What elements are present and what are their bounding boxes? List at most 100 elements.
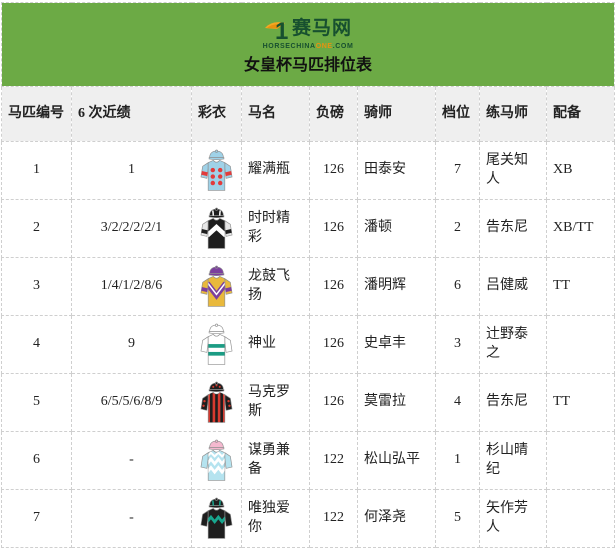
cell-name: 谋勇兼备 (241, 431, 310, 490)
cell-name: 马克罗斯 (241, 373, 310, 432)
cell-recent: - (71, 489, 192, 548)
table-row: 7- 唯独爱你 122 何泽尧 5 矢作芳人 (1, 489, 616, 548)
cell-equip: TT (545, 373, 616, 432)
cell-gate: 1 (435, 431, 480, 490)
cell-trainer: 吕健威 (479, 257, 547, 316)
col-header-trainer: 练马师 (479, 86, 547, 142)
cell-gate: 2 (435, 199, 480, 258)
site-logo: 1 赛马网 (3, 16, 614, 45)
cell-gate: 4 (435, 373, 480, 432)
cell-trainer: 告东尼 (479, 373, 547, 432)
logo-brand-text: 赛马网 (292, 18, 353, 40)
table-row: 3 1/4/1/2/8/6 龙鼓飞扬 126 潘明辉 6 吕健威 TT (1, 257, 616, 316)
col-header-jockey: 骑师 (357, 86, 436, 142)
cell-equip: TT (545, 257, 616, 316)
svg-text:1: 1 (275, 18, 288, 42)
col-header-num: 马匹编号 (1, 86, 72, 142)
cell-num: 3 (1, 257, 72, 316)
cell-jockey: 何泽尧 (357, 489, 436, 548)
cell-silk (191, 257, 242, 316)
cell-equip: XB/TT (545, 199, 616, 258)
table-row: 6- 谋勇兼备 122 松山弘平 1 杉山晴纪 (1, 431, 616, 490)
page-title: 女皇杯马匹排位表 (244, 56, 373, 74)
logo-domain-suffix: .COM (332, 42, 354, 50)
cell-name: 龙鼓飞扬 (241, 257, 310, 316)
cell-silk (191, 489, 242, 548)
logo-domain-text: HORSECHINAONE.COM (3, 42, 614, 51)
col-header-gate: 档位 (435, 86, 480, 142)
table-header-row: 马匹编号 6 次近绩 彩衣 马名 负磅 骑师 档位 练马师 配备 (1, 86, 616, 142)
cell-gate: 7 (435, 141, 480, 200)
cell-equip: XB (545, 141, 616, 200)
cell-num: 1 (1, 141, 72, 200)
cell-jockey: 潘明辉 (357, 257, 436, 316)
jockey-silk-icon (200, 439, 233, 481)
cell-num: 4 (1, 315, 72, 374)
cell-equip (545, 315, 616, 374)
jockey-silk-icon (200, 265, 233, 307)
cell-trainer: 辻野泰之 (479, 315, 547, 374)
cell-silk (191, 199, 242, 258)
cell-gate: 5 (435, 489, 480, 548)
cell-silk (191, 373, 242, 432)
cell-jockey: 田泰安 (357, 141, 436, 200)
col-header-silk: 彩衣 (191, 86, 242, 142)
col-header-weight: 负磅 (309, 86, 358, 142)
cell-weight: 126 (309, 257, 358, 316)
cell-trainer: 杉山晴纪 (479, 431, 547, 490)
logo-domain-prefix: HORSECHINA (262, 42, 316, 50)
jockey-silk-icon (200, 207, 233, 249)
cell-recent: - (71, 431, 192, 490)
logo-one-icon: 1 (264, 16, 290, 45)
cell-name: 唯独爱你 (241, 489, 310, 548)
cell-weight: 126 (309, 199, 358, 258)
cell-num: 5 (1, 373, 72, 432)
cell-silk (191, 315, 242, 374)
cell-weight: 122 (309, 431, 358, 490)
logo-domain-accent: ONE (315, 42, 333, 50)
cell-weight: 126 (309, 373, 358, 432)
cell-recent: 3/2/2/2/2/1 (71, 199, 192, 258)
jockey-silk-icon (200, 381, 233, 423)
cell-silk (191, 141, 242, 200)
banner-row: 1 赛马网 HORSECHINAONE.COM 女皇杯马匹排位表 (0, 2, 616, 87)
col-header-equip: 配备 (545, 86, 616, 142)
cell-recent: 1/4/1/2/8/6 (71, 257, 192, 316)
banner: 1 赛马网 HORSECHINAONE.COM 女皇杯马匹排位表 (0, 2, 616, 87)
cell-jockey: 潘顿 (357, 199, 436, 258)
cell-silk (191, 431, 242, 490)
cell-trainer: 尾关知人 (479, 141, 547, 200)
jockey-silk-icon (200, 323, 233, 365)
jockey-silk-icon (200, 149, 233, 191)
cell-weight: 126 (309, 141, 358, 200)
cell-weight: 122 (309, 489, 358, 548)
cell-recent: 1 (71, 141, 192, 200)
cell-num: 7 (1, 489, 72, 548)
cell-name: 神业 (241, 315, 310, 374)
cell-recent: 9 (71, 315, 192, 374)
cell-trainer: 矢作芳人 (479, 489, 547, 548)
cell-jockey: 史卓丰 (357, 315, 436, 374)
cell-weight: 126 (309, 315, 358, 374)
cell-recent: 6/5/5/6/8/9 (71, 373, 192, 432)
cell-trainer: 告东尼 (479, 199, 547, 258)
cell-num: 6 (1, 431, 72, 490)
cell-equip (545, 431, 616, 490)
cell-gate: 6 (435, 257, 480, 316)
jockey-silk-icon (200, 497, 233, 539)
cell-gate: 3 (435, 315, 480, 374)
cell-name: 时时精彩 (241, 199, 310, 258)
col-header-name: 马名 (241, 86, 310, 142)
cell-name: 耀满瓶 (241, 141, 310, 200)
cell-equip (545, 489, 616, 548)
cell-num: 2 (1, 199, 72, 258)
cell-jockey: 莫雷拉 (357, 373, 436, 432)
table-row: 5 6/5/5/6/8/9 马克罗斯 126 莫雷拉 4 告东尼 TT (1, 373, 616, 432)
cell-jockey: 松山弘平 (357, 431, 436, 490)
col-header-recent: 6 次近绩 (71, 86, 192, 142)
table-row: 2 3/2/2/2/2/1 时时精彩 126 潘顿 2 告东尼 XB/TT (1, 199, 616, 258)
